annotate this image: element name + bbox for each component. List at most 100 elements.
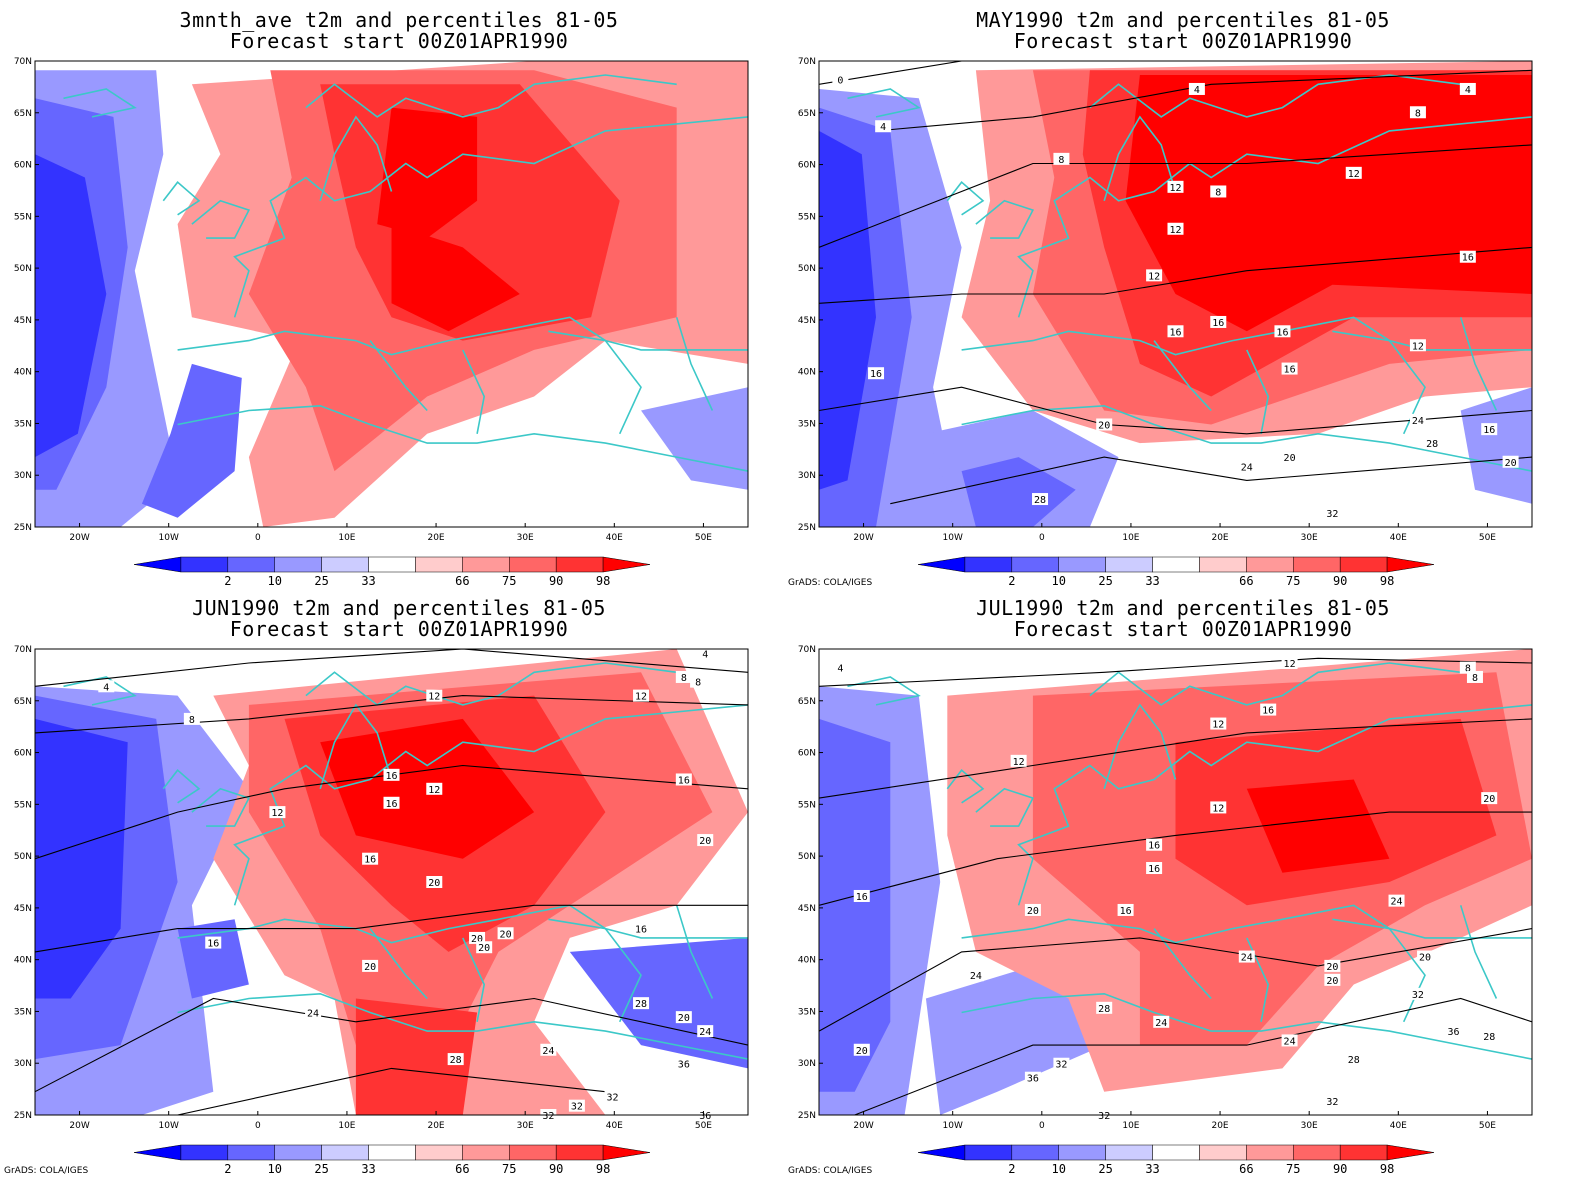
contour-label: 20 — [1326, 976, 1338, 987]
lat-label: 65N — [14, 697, 32, 707]
percentile-map: 4 812812121612201616201616202420202424242… — [798, 645, 1533, 1176]
contour-label-bg — [426, 689, 443, 702]
colorbar-swatch — [555, 1144, 604, 1161]
contour-label: 36 — [678, 1060, 690, 1071]
contour-label-bg — [675, 1057, 692, 1070]
lat-label: 70N — [14, 57, 32, 67]
coastline — [462, 937, 486, 1022]
coastline — [1103, 703, 1177, 790]
colorbar-label: 75 — [1286, 1162, 1300, 1176]
panel-title: 3mnth_ave t2m and percentiles 81-05 — [179, 8, 619, 32]
lon-label: 20E — [1211, 1121, 1228, 1131]
contour-label-bg — [1167, 222, 1184, 235]
contour-label: 16 — [1169, 327, 1181, 338]
colorbar: 2 10 25 33 66 75 90 98 — [917, 1144, 1435, 1176]
contour-label: 16 — [856, 892, 868, 903]
lat-label: 55N — [798, 800, 816, 810]
colorbar-swatch — [509, 556, 557, 573]
contour-label-bg — [1324, 507, 1341, 520]
contours — [35, 649, 748, 1115]
colorbar-label: 90 — [1333, 574, 1347, 588]
lon-label: 0 — [1039, 533, 1045, 543]
colorbar-swatch — [180, 1144, 229, 1161]
grads-credit: GrADS: COLA/IGES — [788, 1166, 873, 1176]
contour-label-bg — [1481, 1029, 1498, 1042]
contour-label: 20 — [678, 1013, 690, 1024]
contour-label-bg — [1324, 1095, 1341, 1108]
below-normal-region — [961, 457, 1076, 527]
colorbar-label: 10 — [1052, 574, 1066, 588]
contour-label: 28 — [1034, 495, 1046, 506]
coastline — [63, 88, 137, 118]
lon-label: 10E — [1122, 533, 1139, 543]
contour-label-bg — [1146, 269, 1163, 282]
lon-label: 10E — [1122, 1121, 1139, 1131]
contour-label: 16 — [1120, 906, 1132, 917]
contour-label: 4 — [880, 122, 886, 133]
coastline — [191, 199, 251, 239]
colorbar-label: 2 — [224, 1162, 231, 1176]
colorbar-swatch — [1011, 1144, 1059, 1161]
contour-label-bg — [1024, 1071, 1041, 1084]
colorbar-swatch — [555, 556, 604, 573]
contour-label-bg — [540, 1043, 557, 1056]
contours — [819, 61, 1532, 505]
coastline — [975, 787, 1035, 827]
percentile-map: 04 44888121212121616161616122416202028202… — [798, 57, 1533, 588]
contour-label-bg — [383, 796, 400, 809]
contour-label-bg — [1167, 325, 1184, 338]
coastline — [1103, 115, 1177, 202]
contour-label: 8 — [1465, 664, 1471, 675]
contour-line — [875, 69, 1532, 132]
contour-label-bg — [1481, 423, 1498, 436]
contour-label: 12 — [1169, 183, 1181, 194]
contour-label: 24 — [1241, 462, 1253, 473]
colorbar-label: 25 — [314, 1162, 328, 1176]
coastline — [319, 703, 393, 790]
contour-label: 16 — [1483, 425, 1495, 436]
contour-label-bg — [469, 931, 486, 944]
lat-label: 35N — [798, 419, 816, 429]
colorbar-swatch — [602, 556, 651, 573]
contour-label-bg — [1274, 325, 1291, 338]
coastline — [946, 769, 985, 804]
contour-label-bg — [868, 367, 885, 380]
contour-line — [35, 695, 748, 734]
contour-label-bg — [1146, 838, 1163, 851]
colorbar-swatch — [462, 1144, 510, 1161]
contour-labels: 0 4 4 4 8 8 8 12 12 12 12 16 16 16 16 16 12 24 16 20 20 28 20 2… — [832, 73, 1519, 520]
contour-label: 36 — [1448, 1027, 1460, 1038]
contour-label-bg — [675, 773, 692, 786]
contour-label: 24 — [307, 1008, 319, 1019]
contour-label-bg — [967, 969, 984, 982]
percentile-shading — [35, 649, 748, 1115]
below-normal-region — [35, 718, 128, 999]
contour-label: 12 — [428, 785, 440, 796]
contour-label-bg — [183, 712, 200, 725]
contour-label-bg — [1409, 339, 1426, 352]
contours — [819, 657, 1532, 1115]
colorbar-label: 66 — [1239, 1162, 1253, 1176]
colorbar-swatch — [917, 556, 966, 573]
lat-label: 35N — [798, 1007, 816, 1017]
lat-label: 50N — [798, 264, 816, 274]
coastline — [548, 330, 642, 435]
contour-label: 20 — [1419, 953, 1431, 964]
coastline — [1459, 317, 1498, 411]
contour-label-bg — [497, 927, 514, 940]
contour-label: 8 — [681, 673, 687, 684]
contour-label: 16 — [207, 939, 219, 950]
colorbar-swatch — [1058, 556, 1106, 573]
panel-title: MAY1990 t2m and percentiles 81-05 — [976, 8, 1390, 32]
contour-label-bg — [269, 806, 286, 819]
contour-label-bg — [1324, 959, 1341, 972]
contour-line — [819, 61, 1176, 85]
lat-label: 30N — [14, 471, 32, 481]
contour-label: 24 — [1241, 953, 1253, 964]
coastline — [177, 992, 748, 1060]
contour-label: 12 — [1013, 757, 1025, 768]
panel-jul1990: JUL1990 t2m and percentiles 81-05 Foreca… — [784, 588, 1582, 1186]
contour-label-bg — [1324, 973, 1341, 986]
contour-label: 24 — [699, 1027, 711, 1038]
